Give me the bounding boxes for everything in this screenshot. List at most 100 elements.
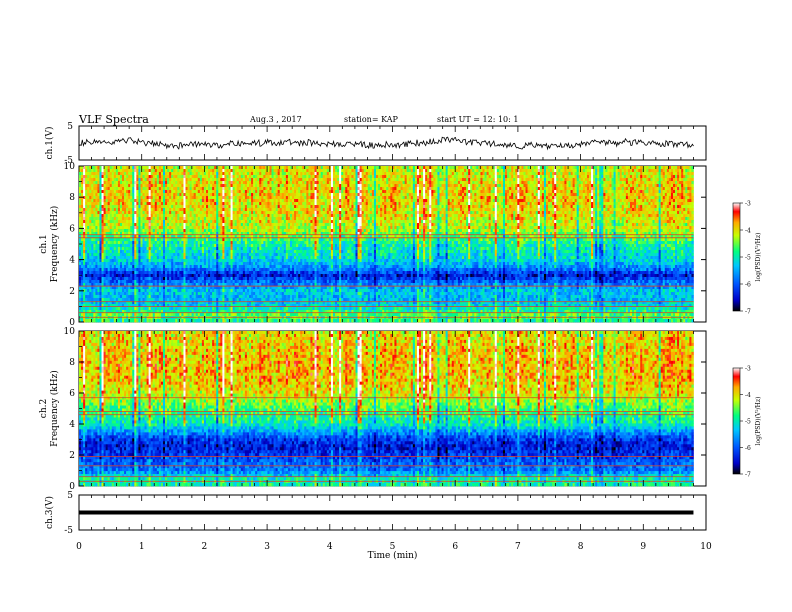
- ch1-spectrogram-cell: [102, 256, 104, 259]
- ch1-spectrogram-cell: [93, 292, 95, 295]
- ch1-spectrogram-cell: [79, 307, 81, 310]
- ch1-spectrogram-cell: [114, 184, 116, 187]
- ch1-spectrogram-cell: [102, 196, 104, 199]
- ch1-spectrogram-cell: [85, 214, 87, 217]
- ch1-spectrogram-cell: [120, 268, 122, 271]
- ch1-spectrogram-cell: [91, 175, 93, 178]
- ch1-spectrogram-cell: [87, 268, 89, 271]
- ch1-spectrogram-cell: [87, 298, 89, 301]
- ch1-spectrogram-cell: [99, 271, 101, 274]
- ch1-spectrogram-cell: [91, 220, 93, 223]
- ch1-spectrogram-cell: [126, 256, 128, 259]
- ch1-spectrogram-cell: [99, 277, 101, 280]
- ch1-spectrogram-cell: [112, 298, 114, 301]
- ch1-spectrogram-cell: [122, 199, 124, 202]
- ch1-spectrogram-cell: [93, 250, 95, 253]
- ch1-spectrogram-cell: [104, 220, 106, 223]
- ch1-waveform-trace: [79, 137, 694, 149]
- ch1-spectrogram-cell: [114, 265, 116, 268]
- ch1-spectrogram-cell: [116, 226, 118, 229]
- ch1-spectrogram-cell: [122, 241, 124, 244]
- ch1-spectrogram-cell: [112, 196, 114, 199]
- ch1-spectrogram-cell: [122, 274, 124, 277]
- ch1-spectrogram-cell: [97, 259, 99, 262]
- ch1-spectrogram-cell: [124, 307, 126, 310]
- ch1-spectrogram-cell: [112, 277, 114, 280]
- ch1-spectrogram-cell: [93, 274, 95, 277]
- ch1-spectrogram-cell: [87, 313, 89, 316]
- ch1-spectrogram-cell: [110, 223, 112, 226]
- ch1-spectrogram-cell: [120, 289, 122, 292]
- ch1-spectrogram-cell: [85, 277, 87, 280]
- ch1-spectrogram-cell: [85, 241, 87, 244]
- ch1-spectrogram-cell: [124, 265, 126, 268]
- ch1-spectrogram-cell: [81, 274, 83, 277]
- ch1-spectrogram-cell: [102, 190, 104, 193]
- ch1-spectrogram-cell: [91, 253, 93, 256]
- ch1-spectrogram-cell: [126, 199, 128, 202]
- ch1-spectrogram-cell: [122, 220, 124, 223]
- ch1-spectrogram-cell: [99, 256, 101, 259]
- ch1-spectrogram-cell: [102, 178, 104, 181]
- ch1-spectrogram-cell: [116, 307, 118, 310]
- ch1-spectrogram-cell: [104, 193, 106, 196]
- ch1-spectrogram-cell: [91, 307, 93, 310]
- ch1-spectrogram-cell: [126, 313, 128, 316]
- ch1-spectrogram-cell: [124, 226, 126, 229]
- ch1-spectrogram-cell: [124, 271, 126, 274]
- ch1-spectrogram-cell: [81, 217, 83, 220]
- ch1-spectrogram-cell: [99, 241, 101, 244]
- ch1-spectrogram-cell: [116, 223, 118, 226]
- ch1-spectrogram-cell: [102, 229, 104, 232]
- ch1-spectrogram-cell: [102, 169, 104, 172]
- ch1-spectrogram-cell: [108, 256, 110, 259]
- ch1-spectrogram-cell: [97, 229, 99, 232]
- ch1-spectrogram-cell: [102, 274, 104, 277]
- ch1-spectrogram-cell: [124, 175, 126, 178]
- ch1-spectrogram-cell: [87, 226, 89, 229]
- ch1-spectrogram-cell: [120, 199, 122, 202]
- ch1-spectrogram-cell: [116, 241, 118, 244]
- ch1-spectrogram-cell: [112, 217, 114, 220]
- ch1-spectrogram-cell: [97, 169, 99, 172]
- ch1-spectrogram-cell: [120, 244, 122, 247]
- ch1-spectrogram-cell: [122, 208, 124, 211]
- ch1-spectrogram-cell: [85, 187, 87, 190]
- ch1-spectrogram-cell: [102, 247, 104, 250]
- ch1-spectrogram-cell: [81, 199, 83, 202]
- ch1-spectrogram-cell: [97, 193, 99, 196]
- ch1-spectrogram-cell: [116, 274, 118, 277]
- ch1-spectrogram-cell: [93, 268, 95, 271]
- ch1-spectrogram-cell: [110, 253, 112, 256]
- ch1-spectrogram-cell: [112, 190, 114, 193]
- ch1-spectrogram-cell: [104, 196, 106, 199]
- ch1-spectrogram-cell: [108, 175, 110, 178]
- ch1-spectrogram-cell: [79, 229, 81, 232]
- ch1-spectrogram-cell: [120, 274, 122, 277]
- ch1-spectrogram-cell: [97, 250, 99, 253]
- ch1-spectrogram-cell: [124, 172, 126, 175]
- ch1-spectrogram-cell: [122, 253, 124, 256]
- ch1-spectrogram-cell: [91, 247, 93, 250]
- ch1-spectrogram-cell: [108, 292, 110, 295]
- ch1-spectrogram-cell: [79, 295, 81, 298]
- ch1-spectrogram-cell: [97, 208, 99, 211]
- ch1-spectrogram-cell: [120, 223, 122, 226]
- ch1-spectrogram-cell: [108, 313, 110, 316]
- ch1-spectrogram-cell: [122, 217, 124, 220]
- ch1-spectrogram-cell: [99, 250, 101, 253]
- ch1-spectrogram-cell: [85, 307, 87, 310]
- ch1-spectrogram-cell: [79, 184, 81, 187]
- ch1-spectrogram-cell: [124, 166, 126, 169]
- ch1-spectrogram-cell: [102, 313, 104, 316]
- ch1-spectrogram-cell: [116, 181, 118, 184]
- ch1-spectrogram-cell: [91, 217, 93, 220]
- ch1-spectrogram-cell: [81, 292, 83, 295]
- ch1-spectrogram-cell: [126, 220, 128, 223]
- ch1-spectrogram-cell: [93, 280, 95, 283]
- ch1-spectrogram-cell: [87, 220, 89, 223]
- ch1-spectrogram-cell: [97, 172, 99, 175]
- ch1-spectrogram-cell: [91, 229, 93, 232]
- ch1-spectrogram-cell: [110, 244, 112, 247]
- ch1-spectrogram-cell: [89, 196, 91, 199]
